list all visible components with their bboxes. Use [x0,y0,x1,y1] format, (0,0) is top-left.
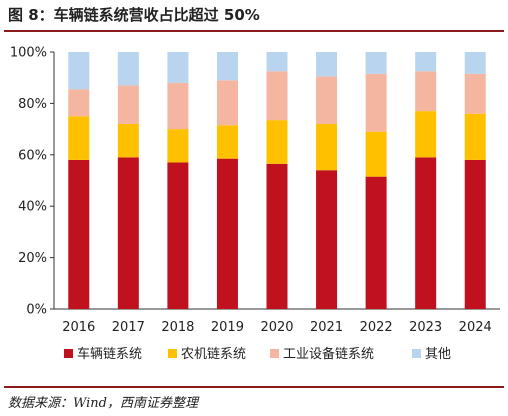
source-divider [4,386,504,388]
y-tick-label: 100% [10,46,47,61]
source-note: 数据来源：Wind，西南证券整理 [8,396,198,411]
y-tick-label: 40% [18,200,47,215]
bar-segment [68,89,90,117]
bar-segment [68,52,90,90]
chart-title: 图 8：车辆链系统营收占比超过 50% [8,6,260,24]
bar-segment [266,52,288,72]
bar-segment [216,125,238,159]
y-tick-label: 0% [26,303,47,318]
title-divider [4,30,504,32]
bar-segment [365,176,387,309]
bar-segment [117,52,139,86]
x-tick-label: 2018 [161,320,194,335]
y-tick-label: 20% [18,251,47,266]
legend-swatch [168,349,177,358]
x-tick-label: 2016 [62,320,95,335]
bar-segment [415,111,437,158]
stacked-bar-chart: 0%20%40%60%80%100% 2016 2017 2018 2019 2020 2… [10,46,500,362]
x-tick-label: 2019 [211,320,244,335]
bar-segment [415,52,437,72]
x-tick-label: 2023 [409,320,442,335]
bar-segment [167,82,189,130]
bar-segment [365,73,387,132]
bar-segment [464,113,486,160]
bar-segment [316,170,338,309]
bar-segment [167,129,189,163]
bar-segment [167,52,189,83]
x-tick-label: 2021 [310,320,343,335]
legend-swatch [270,349,279,358]
x-tick-label: 2024 [459,320,492,335]
bar-segment [117,157,139,309]
bar-segment [415,157,437,309]
bar-segment [316,52,338,77]
legend: 车辆链系统 农机链系统 工业设备链系统 其他 [64,346,451,362]
legend-swatch [412,349,421,358]
legend-swatch [64,349,73,358]
bar-segment [464,73,486,114]
bar-segment [415,71,437,112]
bar-segment [464,159,486,309]
bar-segment [167,162,189,309]
x-tick-label: 2020 [260,320,293,335]
bar-segment [464,52,486,74]
bar-segment [117,123,139,158]
bars [68,52,486,309]
bar-segment [266,163,288,309]
bar-segment [216,80,238,126]
y-tick-label: 60% [18,148,47,163]
legend-label: 农机链系统 [181,347,246,362]
legend-label: 工业设备链系统 [283,346,374,362]
legend-label: 车辆链系统 [77,346,142,362]
x-tick-label: 2017 [112,320,145,335]
bar-segment [365,131,387,177]
bar-segment [266,71,288,121]
bar-segment [117,85,139,124]
bar-segment [266,120,288,164]
bar-segment [365,52,387,74]
x-axis-labels: 2016 2017 2018 2019 2020 2021 2022 2023 2024 [62,320,492,335]
bar-segment [68,116,90,160]
bar-segment [316,76,338,124]
bar-segment [68,159,90,309]
bar-segment [316,123,338,171]
bar-segment [216,158,238,309]
x-tick-label: 2022 [360,320,393,335]
bar-segment [216,52,238,81]
legend-label: 其他 [425,347,451,362]
y-axis-labels: 0% 20% 40% 60% 80% 100% [10,46,47,318]
y-tick-label: 80% [18,97,47,112]
